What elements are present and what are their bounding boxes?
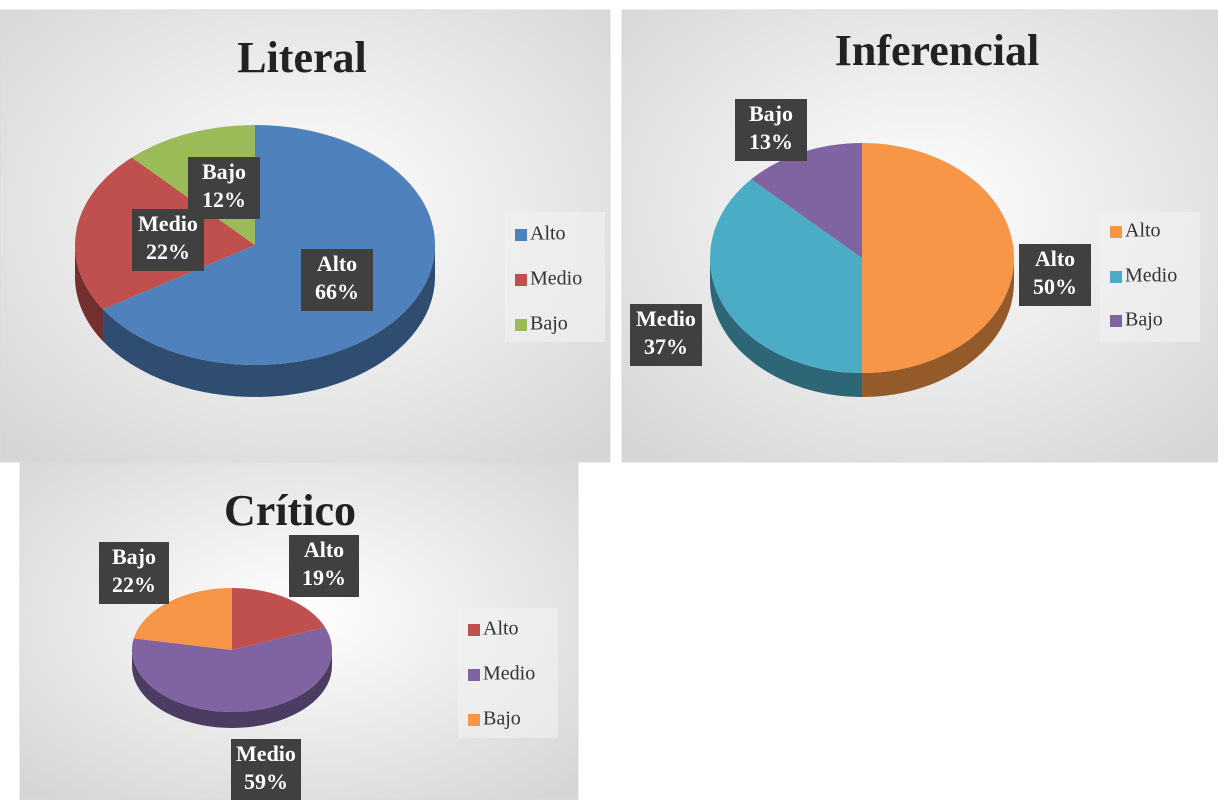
slice (751, 143, 862, 258)
pie-chart: Literal Alto Medio Bajo Alto 66% Medio 22% Bajo 1… (0, 9, 611, 463)
data-label-category: Medio (236, 741, 296, 766)
data-label: 13% (749, 129, 793, 154)
legend-swatch (515, 274, 527, 286)
legend-label: Bajo (483, 708, 521, 730)
data-label-category: Bajo (749, 101, 793, 126)
legend-swatch (1110, 271, 1122, 283)
pie-chart: CríticoAltoMedioBajoAlto19%Medio59%Bajo2… (19, 461, 579, 800)
data-label-category: Alto (1035, 246, 1075, 271)
legend-label: Medio (1125, 265, 1177, 287)
data-label-box (231, 739, 301, 800)
data-label-box (1019, 244, 1091, 306)
legend-label: Alto (530, 223, 566, 245)
data-label-box (735, 99, 807, 161)
data-label: 22% (112, 572, 156, 597)
data-label: 50% (1033, 274, 1077, 299)
legend-swatch (1110, 315, 1122, 327)
data-label-category: Medio (636, 306, 696, 331)
chart-title: Crítico (224, 486, 356, 535)
data-label-category: Bajo (202, 159, 246, 184)
data-label-box (289, 535, 359, 597)
data-label-box (630, 304, 702, 366)
data-label: 12% (202, 187, 246, 212)
legend-label: Medio (483, 663, 535, 685)
slice-side (862, 258, 1014, 397)
chart-title: Inferencial (835, 26, 1040, 75)
slice (862, 143, 1014, 373)
legend-swatch (468, 669, 480, 681)
slice-side (75, 245, 104, 342)
data-label-box (301, 249, 373, 311)
slice-side (132, 650, 332, 728)
data-label-box (99, 542, 169, 604)
legend-label: Alto (483, 618, 519, 640)
legend-swatch (515, 319, 527, 331)
data-label: 19% (302, 565, 346, 590)
legend-label: Alto (1125, 220, 1161, 242)
legend-swatch (1110, 226, 1122, 238)
slice-side (103, 245, 436, 397)
legend-label: Bajo (530, 313, 568, 335)
data-label: 22% (146, 239, 190, 264)
slice (710, 179, 862, 373)
data-label-category: Alto (317, 251, 357, 276)
data-label-box (188, 157, 260, 219)
slice-side (710, 258, 862, 397)
data-label-category: Bajo (112, 544, 156, 569)
legend-label: Bajo (1125, 309, 1163, 331)
legend-swatch (468, 624, 480, 636)
slice (133, 588, 232, 650)
chart-title: Literal (237, 33, 367, 82)
legend-swatch (468, 714, 480, 726)
data-label-category: Medio (138, 211, 198, 236)
data-label: 37% (644, 334, 688, 359)
data-label: 66% (315, 279, 359, 304)
legend-label: Medio (530, 268, 582, 290)
pie-chart: Inferencial Alto Medio Bajo Alto 50% Medio 37% B… (621, 9, 1218, 463)
data-label-box (132, 209, 204, 271)
data-label: 59% (244, 769, 288, 794)
slice (132, 627, 333, 712)
data-label-category: Alto (304, 537, 344, 562)
slice (232, 588, 325, 650)
legend-swatch (515, 229, 527, 241)
